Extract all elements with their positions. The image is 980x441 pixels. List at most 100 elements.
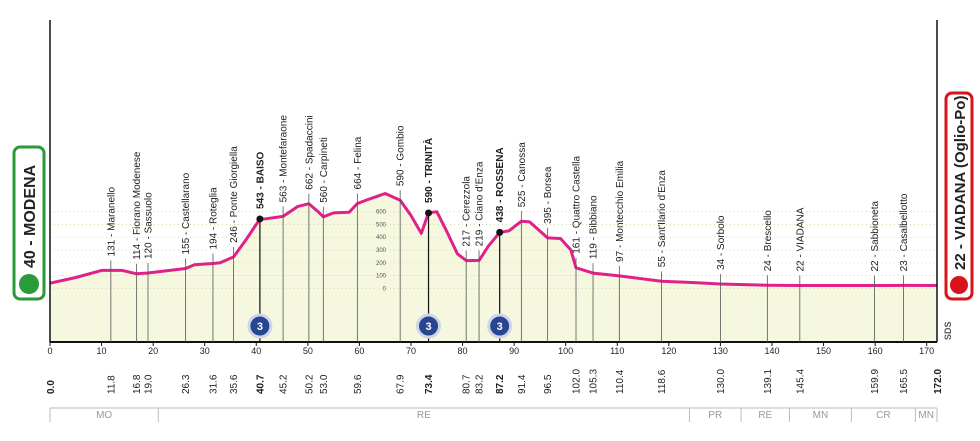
waypoint-km: 50.2	[304, 374, 315, 394]
x-tick-label: 90	[509, 346, 519, 356]
province-label: PR	[708, 410, 722, 421]
province-label: MO	[96, 410, 112, 421]
province-label: RE	[758, 410, 772, 421]
waypoint-km: 59.6	[353, 374, 364, 394]
waypoint-km: 130.0	[716, 369, 727, 394]
x-tick-label: 70	[406, 346, 416, 356]
province-label: MN	[813, 410, 829, 421]
waypoint-label: 560 - Carpineti	[319, 137, 330, 203]
climb-dot	[425, 209, 433, 217]
finish-box: 22 - VIADANA (Oglio-Po)	[944, 91, 974, 301]
waypoint-km: 19.0	[143, 374, 154, 394]
y-tick-label: 0	[383, 286, 387, 292]
waypoint-km: 35.6	[229, 374, 240, 394]
y-tick-label: 200	[376, 261, 387, 267]
waypoint-km: 45.2	[279, 374, 290, 394]
start-box: 40 - MODENA	[12, 145, 46, 301]
waypoint-label: 55 - Sant'Ilario d'Enza	[657, 170, 668, 268]
x-tick-label: 50	[303, 346, 313, 356]
x-tick-label: 10	[97, 346, 107, 356]
waypoint-km: 31.6	[208, 374, 219, 394]
waypoint-km: 91.4	[517, 374, 528, 394]
waypoint-label: 120 - Sassuolo	[143, 192, 154, 259]
x-tick-label: 150	[816, 346, 831, 356]
waypoint-label: 119 - Bibbiano	[589, 195, 600, 259]
waypoint-km: 67.9	[396, 374, 407, 394]
climb-badge	[247, 313, 273, 339]
province-label: CR	[876, 410, 890, 421]
waypoint-label: 543 - BAISO	[255, 151, 266, 208]
waypoint-label: 194 - Roteglia	[208, 187, 219, 250]
y-tick-label: 600	[376, 210, 387, 216]
waypoint-label: 662 - Spadaccini	[304, 115, 315, 190]
province-label: MN	[918, 410, 934, 421]
waypoint-label: 438 - ROSSENA	[495, 147, 506, 222]
waypoint-label: 219 - Ciano d'Enza	[475, 161, 486, 246]
logo: SDS	[943, 321, 953, 340]
start-frame	[12, 145, 46, 301]
waypoint-km: 73.4	[424, 374, 435, 394]
waypoint-km: 145.4	[795, 369, 806, 394]
waypoint-label: 131 - Maranello	[106, 187, 117, 257]
waypoint-km: 11.8	[106, 375, 117, 394]
climb-badge	[416, 313, 442, 339]
waypoint-km: 159.9	[870, 369, 881, 394]
climb-category: 3	[497, 321, 503, 333]
waypoint-label: 525 - Canossa	[517, 142, 528, 207]
waypoint-km: 80.7	[462, 374, 473, 394]
waypoint-label: 22 - Sabbioneta	[870, 200, 881, 271]
start-km: 0.0	[46, 380, 57, 394]
x-tick-label: 170	[919, 346, 934, 356]
finish-km: 172.0	[933, 369, 944, 394]
climb-category: 3	[425, 321, 431, 333]
waypoint-label: 22 - VIADANA	[795, 207, 806, 271]
x-tick-label: 20	[148, 346, 158, 356]
x-tick-label: 80	[458, 346, 468, 356]
waypoint-label: 246 - Ponte Giorgiella	[229, 146, 240, 243]
finish-icon	[950, 276, 968, 294]
waypoint-label: 161 - Quattro Castella	[572, 155, 583, 253]
waypoint-km: 139.1	[763, 369, 774, 394]
climb-category: 3	[257, 321, 263, 333]
y-tick-label: 100	[376, 274, 387, 280]
waypoint-label: 217 - Cerezzola	[462, 176, 473, 247]
waypoint-km: 40.7	[255, 374, 266, 394]
waypoint-km: 26.3	[181, 374, 192, 394]
waypoint-label: 395 - Borsea	[543, 166, 554, 224]
waypoint-label: 97 - Montecchio Emilia	[615, 160, 626, 262]
climb-dot	[256, 215, 264, 223]
waypoint-km: 53.0	[319, 374, 330, 394]
waypoint-km: 96.5	[543, 374, 554, 394]
x-tick-label: 160	[868, 346, 883, 356]
x-tick-label: 120	[661, 346, 676, 356]
waypoint-km: 165.5	[899, 369, 910, 394]
waypoint-label: 590 - TRINITÀ	[422, 138, 435, 203]
x-tick-label: 40	[251, 346, 261, 356]
province-label: RE	[417, 410, 431, 421]
waypoint-km: 83.2	[475, 374, 486, 394]
waypoint-km: 118.6	[657, 369, 668, 394]
y-tick-label: 400	[376, 235, 387, 241]
waypoint-km: 105.3	[589, 369, 600, 394]
start-label: 40 - MODENA	[22, 164, 39, 268]
x-tick-label: 130	[713, 346, 728, 356]
x-tick-label: 140	[764, 346, 779, 356]
waypoint-km: 16.8	[132, 374, 143, 394]
x-tick-label: 110	[610, 346, 624, 356]
climb-dot	[496, 228, 504, 236]
waypoint-label: 34 - Sorbolo	[716, 215, 727, 270]
climb-badge	[487, 313, 513, 339]
profile-line	[49, 192, 938, 287]
waypoint-km: 87.2	[495, 374, 506, 394]
waypoint-label: 23 - Casalbellotto	[899, 193, 910, 271]
waypoint-label: 563 - Montefaraone	[279, 115, 290, 203]
y-tick-label: 500	[376, 222, 387, 228]
finish-label: 22 - VIADANA (Oglio-Po)	[952, 96, 969, 270]
profile-area	[50, 193, 937, 342]
waypoint-km: 102.0	[572, 369, 583, 394]
x-tick-label: 30	[200, 346, 210, 356]
waypoint-label: 590 - Gombio	[396, 125, 407, 186]
x-tick-label: 0	[47, 346, 52, 356]
